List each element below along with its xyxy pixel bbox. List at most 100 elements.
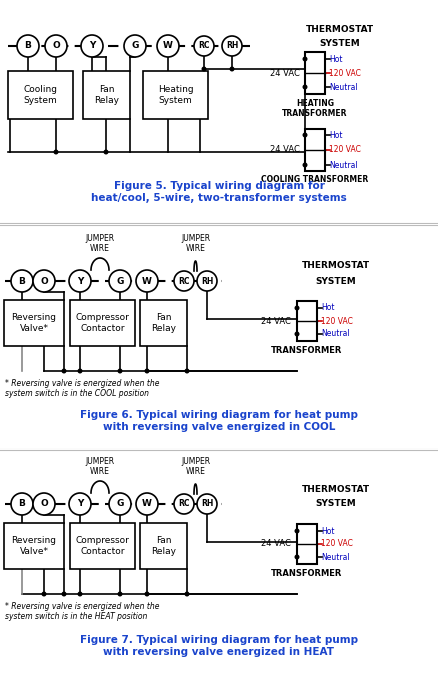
Text: 24 VAC: 24 VAC (261, 317, 291, 326)
Text: Cooling
System: Cooling System (24, 86, 57, 104)
Text: THERMOSTAT: THERMOSTAT (302, 262, 370, 270)
Circle shape (303, 84, 307, 90)
Text: Fan
Relay: Fan Relay (151, 537, 176, 555)
Circle shape (303, 133, 307, 137)
Text: SYSTEM: SYSTEM (320, 38, 360, 47)
Circle shape (109, 270, 131, 292)
Text: Reversing
Valve*: Reversing Valve* (11, 537, 57, 555)
Text: O: O (40, 499, 48, 508)
Text: Hot: Hot (321, 526, 335, 536)
Text: G: G (131, 42, 139, 51)
Text: 120 VAC: 120 VAC (329, 146, 361, 154)
Bar (83, 71, 130, 119)
Bar (70, 300, 135, 346)
Text: W: W (163, 42, 173, 51)
Text: B: B (18, 499, 25, 508)
Circle shape (294, 528, 300, 534)
Text: * Reversing valve is energized when the
system switch is in the COOL position: * Reversing valve is energized when the … (5, 379, 159, 398)
Bar (140, 523, 187, 569)
Circle shape (222, 36, 242, 56)
Text: 120 VAC: 120 VAC (321, 317, 353, 326)
Bar (305, 129, 325, 171)
Text: Compressor
Contactor: Compressor Contactor (76, 313, 130, 333)
Text: JUMPER
WIRE: JUMPER WIRE (85, 456, 115, 476)
Text: G: G (117, 499, 124, 508)
Bar (4, 523, 64, 569)
Circle shape (124, 35, 146, 57)
Circle shape (69, 270, 91, 292)
Text: B: B (25, 42, 32, 51)
Text: 24 VAC: 24 VAC (270, 146, 300, 154)
Circle shape (61, 369, 67, 373)
Circle shape (33, 493, 55, 515)
Text: RC: RC (178, 499, 190, 508)
Text: W: W (142, 276, 152, 286)
Text: Reversing
Valve*: Reversing Valve* (11, 313, 57, 333)
Text: O: O (40, 276, 48, 286)
Circle shape (45, 35, 67, 57)
Text: RC: RC (198, 42, 210, 51)
Text: JUMPER
WIRE: JUMPER WIRE (85, 234, 115, 253)
Text: Fan
Relay: Fan Relay (94, 86, 119, 104)
Text: Figure 5. Typical wiring diagram for
heat/cool, 5-wire, two-transformer systems: Figure 5. Typical wiring diagram for hea… (91, 181, 347, 203)
Circle shape (294, 555, 300, 559)
Circle shape (194, 36, 214, 56)
Circle shape (303, 162, 307, 168)
Circle shape (157, 35, 179, 57)
Text: Hot: Hot (321, 303, 335, 313)
Text: RH: RH (201, 276, 213, 286)
Text: O: O (52, 42, 60, 51)
Text: 120 VAC: 120 VAC (329, 69, 361, 78)
Circle shape (33, 270, 55, 292)
Text: RH: RH (201, 499, 213, 508)
Circle shape (109, 493, 131, 515)
Bar (70, 523, 135, 569)
Text: Figure 6. Typical wiring diagram for heat pump
with reversing valve energized in: Figure 6. Typical wiring diagram for hea… (80, 410, 358, 432)
Text: 120 VAC: 120 VAC (321, 539, 353, 549)
Circle shape (53, 150, 59, 154)
Text: Y: Y (89, 42, 95, 51)
Text: Neutral: Neutral (321, 553, 350, 561)
Circle shape (145, 369, 149, 373)
Text: Hot: Hot (329, 55, 343, 63)
Bar (143, 71, 208, 119)
Text: Fan
Relay: Fan Relay (151, 313, 176, 333)
Text: SYSTEM: SYSTEM (316, 276, 357, 286)
Circle shape (17, 35, 39, 57)
Circle shape (78, 592, 82, 596)
Circle shape (117, 592, 123, 596)
Bar (305, 52, 325, 94)
Circle shape (11, 270, 33, 292)
Text: COOLING TRANSFORMER: COOLING TRANSFORMER (261, 175, 369, 184)
Text: * Reversing valve is energized when the
system switch is in the HEAT position: * Reversing valve is energized when the … (5, 602, 159, 621)
Circle shape (294, 305, 300, 311)
Text: JUMPER
WIRE: JUMPER WIRE (181, 234, 210, 253)
Text: TRANSFORMER: TRANSFORMER (271, 569, 343, 578)
Text: Neutral: Neutral (321, 330, 350, 338)
Bar (297, 524, 317, 564)
Circle shape (230, 67, 234, 71)
Circle shape (184, 592, 190, 596)
Bar (8, 71, 73, 119)
Text: G: G (117, 276, 124, 286)
Text: SYSTEM: SYSTEM (316, 499, 357, 508)
Text: Y: Y (77, 276, 83, 286)
Circle shape (69, 493, 91, 515)
Text: Figure 7. Typical wiring diagram for heat pump
with reversing valve energized in: Figure 7. Typical wiring diagram for hea… (80, 635, 358, 656)
Text: TRANSFORMER: TRANSFORMER (271, 346, 343, 355)
Text: THERMOSTAT: THERMOSTAT (302, 485, 370, 493)
Text: THERMOSTAT: THERMOSTAT (306, 24, 374, 34)
Circle shape (78, 369, 82, 373)
Circle shape (61, 592, 67, 596)
Text: Hot: Hot (329, 131, 343, 140)
Circle shape (11, 493, 33, 515)
Circle shape (136, 493, 158, 515)
Circle shape (136, 270, 158, 292)
Circle shape (174, 271, 194, 291)
Text: RC: RC (178, 276, 190, 286)
Text: HEATING
TRANSFORMER: HEATING TRANSFORMER (282, 99, 348, 119)
Bar (297, 301, 317, 341)
Circle shape (145, 592, 149, 596)
Circle shape (303, 57, 307, 61)
Circle shape (197, 271, 217, 291)
